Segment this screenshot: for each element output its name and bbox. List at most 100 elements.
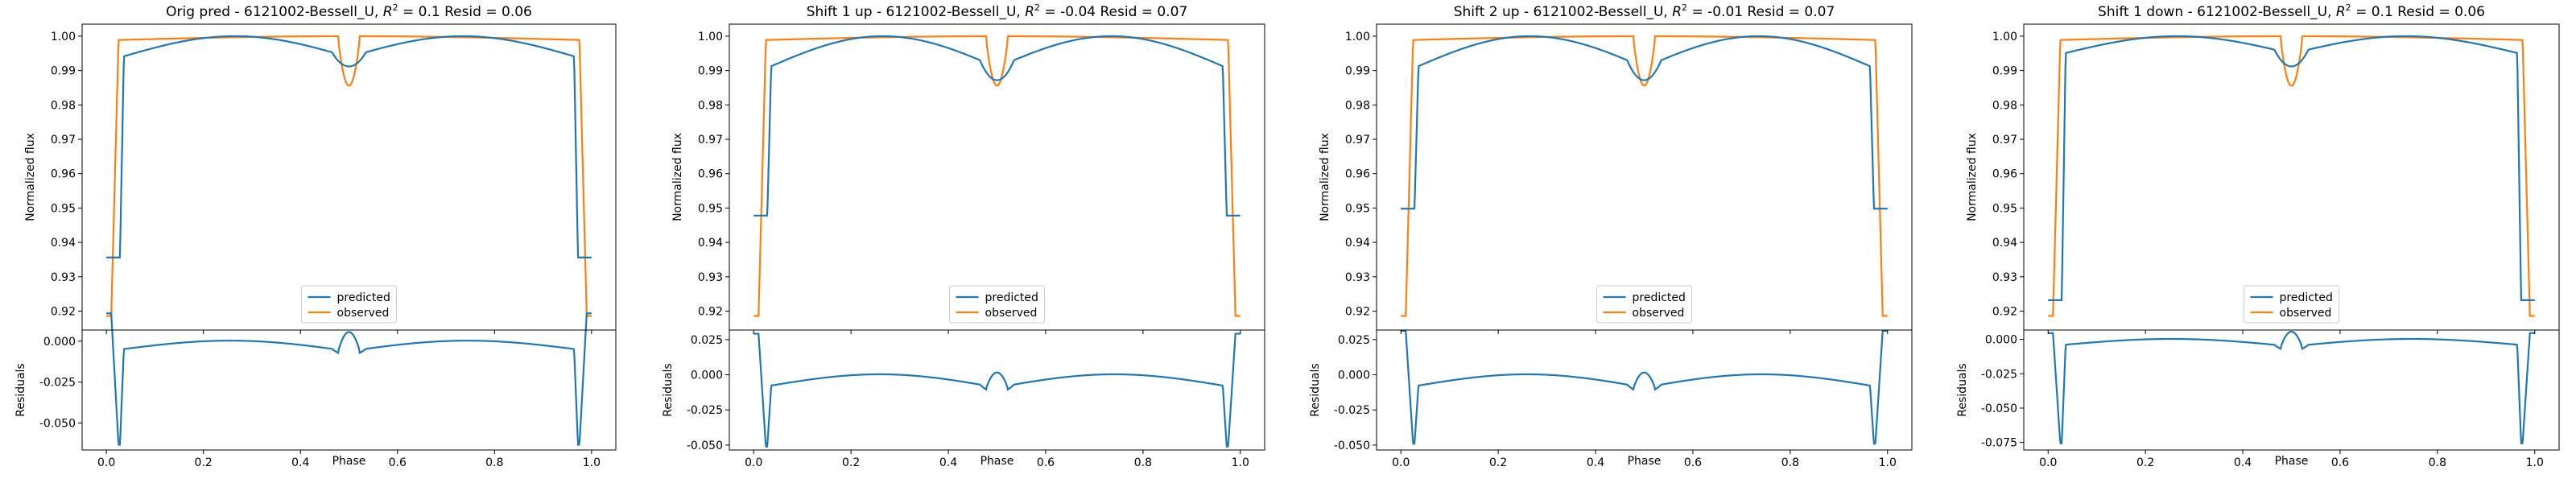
y-tick-label: 0.92 — [1992, 306, 2017, 319]
chart-panel-1: Orig pred - 6121002-Bessell_U, R2 = 0.1 … — [14, 2, 617, 469]
y-axis-label: Normalized flux — [1966, 133, 1979, 221]
predicted-series-line — [106, 35, 592, 259]
y-tick-label: 0.92 — [698, 306, 723, 319]
residual-y-tick-label: -0.050 — [687, 440, 723, 452]
legend: predicted observed — [1596, 285, 1692, 324]
y-tick-label: 0.93 — [1992, 271, 2017, 284]
x-tick-label: 0.4 — [2234, 456, 2252, 469]
main-axes-frame — [729, 23, 1265, 331]
residual-series-line — [1401, 329, 1888, 445]
residual-y-tick-label: 0.000 — [43, 336, 76, 349]
y-tick-label: 0.97 — [51, 134, 76, 147]
x-axis-label: Phase — [980, 455, 1014, 468]
x-axis-label: Phase — [1628, 455, 1662, 468]
y-tick-label: 0.94 — [51, 237, 76, 250]
y-tick-label: 0.94 — [1345, 237, 1370, 250]
chart-title-r-symbol: R — [1672, 4, 1682, 20]
chart-title-r-superscript: 2 — [1034, 2, 1040, 13]
legend: predicted observed — [301, 285, 397, 324]
y-tick-label: 0.94 — [1992, 237, 2017, 250]
residual-y-tick-label: -0.025 — [1334, 404, 1370, 417]
residual-axis-label: Residuals — [1956, 363, 1969, 416]
residual-y-tick-label: 0.000 — [1338, 369, 1370, 382]
chart-title-r-superscript: 2 — [2346, 2, 2351, 13]
y-tick-label: 0.99 — [1992, 65, 2017, 78]
x-tick-label: 0.2 — [195, 456, 213, 469]
residual-series-line — [106, 312, 592, 446]
x-tick-label: 0.6 — [1684, 456, 1702, 469]
x-tick-label: 0.2 — [1489, 456, 1507, 469]
observed-series-line — [106, 35, 592, 317]
x-tick-label: 0.4 — [291, 456, 309, 469]
y-tick-label: 0.93 — [51, 271, 76, 284]
y-tick-label: 0.92 — [1345, 306, 1370, 319]
chart-title-r-symbol: R — [383, 4, 393, 20]
x-tick-label: 0.4 — [939, 456, 957, 469]
chart-title-prefix: Shift 2 up - 6121002-Bessell_U, — [1454, 4, 1673, 20]
x-tick-label: 0.0 — [745, 456, 762, 469]
predicted-series-line — [2048, 35, 2535, 301]
residual-y-tick-label: -0.025 — [39, 377, 76, 390]
y-tick-label: 0.93 — [698, 271, 723, 284]
x-tick-label: 0.2 — [842, 456, 860, 469]
y-axis-label: Normalized flux — [671, 133, 684, 221]
residual-y-tick-label: 0.000 — [1985, 334, 2017, 347]
main-axes-frame — [1376, 23, 1913, 331]
residual-axes-frame — [729, 329, 1265, 451]
legend-label-observed: observed — [1633, 307, 1685, 320]
main-axes-frame — [81, 23, 617, 331]
chart-title-suffix: = -0.04 Resid = 0.07 — [1040, 4, 1187, 20]
y-tick-label: 0.97 — [1992, 134, 2017, 147]
y-tick-label: 0.96 — [698, 168, 723, 181]
y-tick-label: 0.98 — [1345, 99, 1370, 112]
residual-axes-frame — [81, 329, 617, 451]
chart-title: Shift 2 up - 6121002-Bessell_U, R2 = -0.… — [1454, 2, 1835, 20]
y-axis-label: Normalized flux — [1319, 133, 1331, 221]
y-tick-label: 0.96 — [1992, 168, 2017, 181]
chart-panel-4: Shift 1 down - 6121002-Bessell_U, R2 = 0… — [1956, 2, 2560, 469]
x-tick-label: 1.0 — [1879, 456, 1897, 469]
legend-label-predicted: predicted — [337, 291, 390, 304]
residual-y-tick-label: -0.050 — [1981, 402, 2017, 415]
y-tick-label: 0.98 — [698, 99, 723, 112]
y-tick-label: 0.95 — [1345, 202, 1370, 215]
x-tick-label: 0.0 — [1392, 456, 1410, 469]
residual-axis-label: Residuals — [662, 363, 675, 416]
residual-y-tick-label: -0.025 — [687, 404, 723, 417]
legend-box — [949, 285, 1045, 324]
residual-y-tick-label: -0.050 — [39, 417, 76, 430]
legend-label-predicted: predicted — [985, 291, 1038, 304]
x-tick-label: 0.8 — [485, 456, 503, 469]
residual-axes-frame — [2023, 329, 2560, 451]
y-tick-label: 0.96 — [1345, 168, 1370, 181]
x-tick-label: 0.0 — [97, 456, 115, 469]
main-axes-frame — [2023, 23, 2560, 331]
chart-title-r-symbol: R — [1025, 4, 1034, 20]
x-axis-label: Phase — [2275, 455, 2309, 468]
x-tick-label: 0.8 — [1781, 456, 1799, 469]
x-tick-label: 0.0 — [2039, 456, 2057, 469]
legend-label-predicted: predicted — [2280, 291, 2333, 304]
y-tick-label: 1.00 — [698, 31, 723, 43]
y-tick-label: 1.00 — [51, 31, 76, 43]
y-tick-label: 0.99 — [1345, 65, 1370, 78]
chart-title-r-superscript: 2 — [1682, 2, 1687, 13]
predicted-series-line — [1401, 35, 1888, 210]
y-tick-label: 0.98 — [51, 99, 76, 112]
predicted-series-line — [753, 35, 1241, 217]
x-tick-label: 0.8 — [1134, 456, 1152, 469]
legend: predicted observed — [2244, 285, 2339, 324]
chart-title: Shift 1 up - 6121002-Bessell_U, R2 = -0.… — [807, 2, 1188, 20]
x-tick-label: 0.2 — [2136, 456, 2154, 469]
chart-title-suffix: = -0.01 Resid = 0.07 — [1687, 4, 1835, 20]
y-tick-label: 0.95 — [51, 202, 76, 215]
legend-label-observed: observed — [2280, 307, 2332, 320]
residual-y-tick-label: -0.075 — [1981, 437, 2017, 450]
chart-title-r-symbol: R — [2336, 4, 2346, 20]
y-axis-label: Normalized flux — [24, 133, 37, 221]
chart-title-suffix: = 0.1 Resid = 0.06 — [2351, 4, 2485, 20]
chart-panel-2: Shift 1 up - 6121002-Bessell_U, R2 = -0.… — [662, 2, 1265, 469]
y-tick-label: 0.97 — [698, 134, 723, 147]
residual-y-tick-label: 0.025 — [691, 334, 723, 347]
